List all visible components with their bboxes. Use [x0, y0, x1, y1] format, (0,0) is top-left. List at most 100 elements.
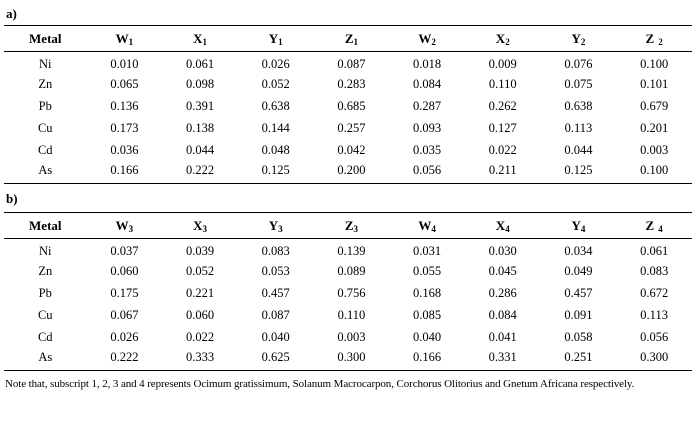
table-a-header: Metal W1 X1 Y1 Z1 W2 X2 Y2 Z 2 — [4, 25, 692, 52]
value-cell: 0.262 — [488, 99, 517, 113]
value-cell: 0.044 — [564, 143, 593, 157]
value-cell: 0.045 — [488, 264, 517, 278]
metal-column-header: Metal — [4, 212, 87, 239]
column-header-subscript: 3 — [278, 223, 283, 234]
table-row: As 0.222 0.333 0.625 0.300 0.166 0.331 0.251 0.3… — [4, 349, 692, 371]
value-cell: 0.286 — [488, 286, 517, 300]
value-cell: 0.125 — [261, 163, 290, 178]
value-cell: 0.136 — [110, 99, 139, 113]
value-cell: 0.022 — [488, 143, 517, 157]
table-row: As 0.166 0.222 0.125 0.200 0.056 0.211 0.125 0.1… — [4, 162, 692, 184]
value-cell: 0.076 — [564, 56, 593, 71]
value-cell: 0.030 — [488, 243, 517, 258]
value-cell: 0.685 — [337, 99, 366, 113]
column-header: X1 — [162, 25, 238, 52]
table-row: Cu 0.173 0.138 0.144 0.257 0.093 0.127 0.113 0.2… — [4, 118, 692, 140]
value-cell: 0.022 — [185, 330, 215, 344]
value-cell: 0.034 — [564, 243, 593, 258]
value-cell: 0.756 — [337, 286, 366, 300]
table-a: Metal W1 X1 Y1 Z1 W2 X2 Y2 Z 2 Ni 0.010 0.061 0.026 0… — [4, 25, 692, 184]
value-cell: 0.113 — [564, 121, 593, 135]
value-cell: 0.055 — [413, 264, 442, 278]
table-b-body: Ni 0.037 0.039 0.083 0.139 0.031 0.030 0.034 0.0… — [4, 239, 692, 371]
section-b-label: b) — [6, 191, 18, 206]
value-cell: 0.048 — [261, 143, 290, 157]
value-cell: 0.075 — [564, 77, 593, 91]
column-header-base: W — [418, 217, 432, 233]
column-header: X2 — [464, 25, 541, 52]
value-cell: 0.065 — [110, 77, 139, 91]
value-cell: 0.087 — [261, 308, 290, 322]
value-cell: 0.638 — [261, 99, 290, 113]
table-b: Metal W3 X3 Y3 Z3 W4 X4 Y4 Z 4 Ni 0.037 0.039 0.083 0… — [4, 212, 692, 371]
metal-cell: Pb — [38, 286, 52, 300]
column-header-subscript: 2 — [505, 36, 510, 47]
value-cell: 0.018 — [413, 56, 442, 71]
value-cell: 0.035 — [413, 143, 442, 157]
column-header-base: X — [193, 30, 203, 46]
value-cell: 0.211 — [488, 163, 517, 178]
column-header-base: Y — [268, 217, 279, 233]
value-cell: 0.672 — [640, 286, 669, 300]
value-cell: 0.036 — [110, 143, 139, 157]
value-cell: 0.144 — [261, 121, 290, 135]
column-header-base: W — [115, 217, 129, 233]
value-cell: 0.300 — [337, 350, 366, 365]
column-header-subscript: 4 — [580, 223, 586, 234]
column-header: Y4 — [540, 212, 617, 239]
value-cell: 0.052 — [185, 264, 215, 278]
value-cell: 0.026 — [261, 56, 290, 71]
column-header-base: Z — [344, 217, 354, 233]
value-cell: 0.067 — [110, 308, 139, 322]
column-header-subscript: 4 — [431, 223, 436, 234]
column-header-base: X — [193, 217, 203, 233]
column-header: Y1 — [237, 25, 314, 52]
value-cell: 0.083 — [261, 243, 290, 258]
column-header-base: Z — [344, 30, 354, 46]
value-cell: 0.166 — [110, 163, 139, 178]
column-header: W1 — [86, 25, 163, 52]
column-header-base: Z — [645, 217, 655, 233]
value-cell: 0.168 — [413, 286, 442, 300]
value-cell: 0.044 — [185, 143, 215, 157]
value-cell: 0.222 — [110, 350, 139, 365]
column-header: X4 — [464, 212, 541, 239]
value-cell: 0.061 — [185, 56, 215, 71]
header-row: Metal W3 X3 Y3 Z3 W4 X4 Y4 Z 4 — [4, 212, 692, 239]
value-cell: 0.391 — [185, 99, 215, 113]
value-cell: 0.113 — [640, 308, 668, 322]
value-cell: 0.638 — [564, 99, 593, 113]
column-header-subscript: 1 — [278, 36, 283, 47]
value-cell: 0.056 — [640, 330, 669, 344]
column-header-base: Y — [571, 217, 581, 233]
table-row: Zn 0.065 0.098 0.052 0.283 0.084 0.110 0.075 0.1… — [4, 74, 692, 96]
value-cell: 0.026 — [110, 330, 139, 344]
table-row: Pb 0.175 0.221 0.457 0.756 0.168 0.286 0.457 0.6… — [4, 283, 692, 305]
footnote: Note that, subscript 1, 2, 3 and 4 repre… — [5, 378, 635, 390]
column-header-subscript: 1 — [353, 36, 358, 47]
value-cell: 0.333 — [185, 350, 215, 365]
table-row: Pb 0.136 0.391 0.638 0.685 0.287 0.262 0.638 0.6… — [4, 96, 692, 118]
column-header-subscript: 1 — [202, 36, 208, 47]
metal-cell: Pb — [38, 99, 52, 113]
value-cell: 0.166 — [413, 350, 442, 365]
metal-cell: Ni — [39, 243, 52, 258]
value-cell: 0.283 — [337, 77, 366, 91]
value-cell: 0.083 — [640, 264, 669, 278]
value-cell: 0.042 — [337, 143, 366, 157]
value-cell: 0.679 — [640, 99, 669, 113]
value-cell: 0.039 — [185, 243, 215, 258]
table-row: Cd 0.026 0.022 0.040 0.003 0.040 0.041 0.058 0.0… — [4, 327, 692, 349]
value-cell: 0.625 — [261, 350, 290, 365]
value-cell: 0.300 — [640, 350, 669, 365]
value-cell: 0.125 — [564, 163, 593, 178]
value-cell: 0.003 — [640, 143, 669, 157]
value-cell: 0.101 — [640, 77, 669, 91]
table-a-body: Ni 0.010 0.061 0.026 0.087 0.018 0.009 0.076 0.1… — [4, 52, 692, 184]
value-cell: 0.084 — [488, 308, 517, 322]
value-cell: 0.200 — [337, 163, 366, 178]
column-header-base: Y — [571, 30, 581, 46]
page: a) Metal W1 X1 Y1 Z1 W2 X2 Y2 Z 2 Ni 0.010 0.061 0.0… — [4, 6, 692, 390]
value-cell: 0.049 — [564, 264, 593, 278]
